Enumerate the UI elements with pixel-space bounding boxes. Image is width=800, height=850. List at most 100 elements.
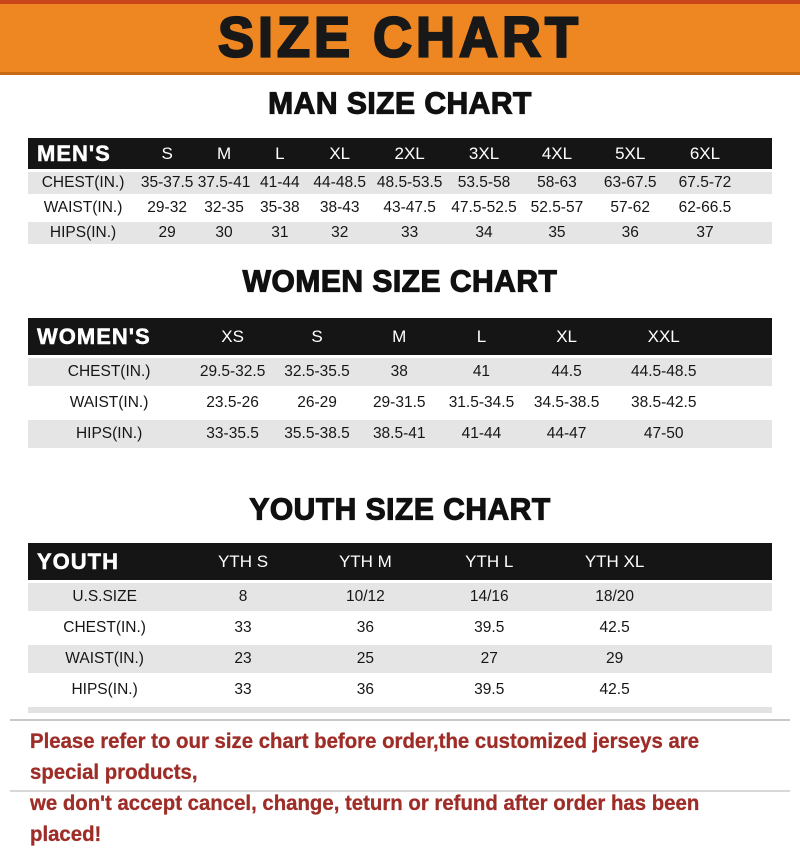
men-chart-title: MAN SIZE CHART bbox=[268, 86, 532, 121]
table-bottom-strip bbox=[28, 707, 772, 713]
size-header-row: MEN'S S M L XL 2XL 3XL 4XL 5XL 6XL bbox=[28, 138, 772, 169]
size-value: 30 bbox=[215, 224, 233, 241]
size-value: 36 bbox=[621, 224, 639, 241]
size-value: 41 bbox=[472, 363, 491, 380]
row-label: WAIST(IN.) bbox=[43, 199, 123, 216]
measurement-row: U.S.SIZE 8 10/12 14/16 18/20 bbox=[28, 583, 772, 611]
divider-line bbox=[10, 719, 790, 721]
size-value: 58-63 bbox=[537, 174, 577, 191]
size-value: 26-29 bbox=[297, 394, 337, 411]
filler-cell bbox=[742, 138, 772, 169]
size-value: 38 bbox=[390, 363, 408, 380]
measurement-row: HIPS(IN.) 29 30 31 32 33 34 35 36 37 bbox=[28, 222, 772, 244]
size-value: 29-31.5 bbox=[372, 394, 426, 411]
size-value: 23.5-26 bbox=[206, 394, 259, 411]
size-value: 36 bbox=[356, 619, 374, 636]
size-value: 37.5-41 bbox=[197, 174, 251, 191]
size-value: 44-47 bbox=[546, 425, 587, 442]
size-value: 32.5-35.5 bbox=[284, 363, 350, 380]
size-value: 33-35.5 bbox=[206, 425, 259, 442]
row-label: U.S.SIZE bbox=[72, 588, 137, 605]
filler-cell bbox=[718, 358, 772, 386]
size-column-header: XL bbox=[523, 318, 610, 355]
size-column-header: M bbox=[359, 318, 440, 355]
size-value: 10/12 bbox=[345, 588, 385, 605]
size-value: 52.5-57 bbox=[530, 199, 584, 216]
size-column-header: XL bbox=[307, 138, 372, 169]
row-label: WAIST(IN.) bbox=[65, 650, 144, 667]
women-size-table: WOMEN'S XS S M L XL XXL CHEST(IN.) 29.5-32.5 32.5… bbox=[28, 315, 772, 451]
size-value: 35 bbox=[548, 224, 566, 241]
size-value: 29 bbox=[605, 650, 624, 667]
size-value: 44-48.5 bbox=[313, 174, 366, 191]
size-value: 48.5-53.5 bbox=[376, 174, 443, 191]
size-value: 29-32 bbox=[147, 199, 187, 216]
size-value: 32-35 bbox=[204, 199, 244, 216]
size-column-header: 3XL bbox=[447, 138, 521, 169]
size-value: 34.5-38.5 bbox=[533, 394, 600, 411]
size-column-header: XS bbox=[190, 318, 275, 355]
size-value: 33 bbox=[401, 224, 419, 241]
size-value: 57-62 bbox=[610, 199, 651, 216]
size-value: 34 bbox=[475, 224, 493, 241]
row-label: HIPS(IN.) bbox=[75, 425, 143, 442]
size-value: 8 bbox=[238, 588, 248, 605]
size-column-header: YTH M bbox=[304, 543, 427, 580]
size-column-header: S bbox=[138, 138, 197, 169]
size-value: 33 bbox=[234, 681, 252, 698]
size-column-header: XXL bbox=[609, 318, 718, 355]
size-column-header: 4XL bbox=[520, 138, 594, 169]
size-column-header: M bbox=[196, 138, 252, 169]
size-value: 31.5-34.5 bbox=[448, 394, 515, 411]
size-value: 47-50 bbox=[643, 425, 684, 442]
size-column-header: 2XL bbox=[371, 138, 448, 169]
filler-cell bbox=[743, 197, 772, 219]
filler-cell bbox=[718, 420, 772, 448]
filler-cell bbox=[677, 676, 772, 704]
size-value: 36 bbox=[356, 681, 374, 698]
group-label: WOMEN'S bbox=[28, 318, 191, 355]
size-value: 63-67.5 bbox=[603, 174, 657, 191]
size-value: 38.5-42.5 bbox=[630, 394, 697, 411]
filler-cell bbox=[718, 389, 772, 417]
size-value: 27 bbox=[480, 650, 498, 667]
size-value: 53.5-58 bbox=[457, 174, 511, 191]
row-label: CHEST(IN.) bbox=[67, 363, 151, 380]
size-value: 25 bbox=[356, 650, 374, 667]
size-column-header: L bbox=[251, 138, 308, 169]
size-value: 41-44 bbox=[461, 425, 502, 442]
youth-size-section: YOUTH YTH S YTH M YTH L YTH XL U.S.SIZE 8 10/12… bbox=[28, 540, 772, 713]
size-header-row: WOMEN'S XS S M L XL XXL bbox=[28, 318, 772, 355]
filler-cell bbox=[743, 222, 772, 244]
measurement-row: HIPS(IN.) 33 36 39.5 42.5 bbox=[28, 676, 772, 704]
size-column-header: L bbox=[439, 318, 524, 355]
size-column-header: YTH L bbox=[426, 543, 553, 580]
size-chart-banner: SIZE CHART bbox=[0, 0, 800, 75]
row-label: HIPS(IN.) bbox=[71, 681, 138, 698]
size-value: 44.5-48.5 bbox=[630, 363, 697, 380]
size-value: 38.5-41 bbox=[372, 425, 426, 442]
banner-title: SIZE CHART bbox=[217, 6, 582, 70]
size-value: 35-38 bbox=[260, 199, 300, 216]
size-column-header: YTH XL bbox=[552, 543, 677, 580]
size-column-header: S bbox=[275, 318, 360, 355]
men-size-section: MEN'S S M L XL 2XL 3XL 4XL 5XL 6XL CHEST(IN.) 35-37… bbox=[28, 135, 772, 247]
size-value: 29.5-32.5 bbox=[199, 363, 266, 380]
filler-cell bbox=[677, 645, 772, 673]
size-value: 32 bbox=[331, 224, 349, 241]
size-value: 35.5-38.5 bbox=[284, 425, 350, 442]
measurement-row: CHEST(IN.) 29.5-32.5 32.5-35.5 38 41 44.5 44.5… bbox=[28, 358, 772, 386]
disclaimer-note: Please refer to our size chart before or… bbox=[30, 726, 758, 850]
size-value: 67.5-72 bbox=[678, 174, 732, 191]
size-column-header: 5XL bbox=[593, 138, 668, 169]
size-value: 18/20 bbox=[595, 588, 634, 605]
size-value: 31 bbox=[271, 224, 289, 241]
women-size-section: WOMEN'S XS S M L XL XXL CHEST(IN.) 29.5-32.5 32.5… bbox=[28, 315, 772, 451]
size-value: 37 bbox=[696, 224, 714, 241]
divider-line bbox=[10, 790, 790, 792]
size-value: 38-43 bbox=[319, 199, 360, 216]
measurement-row: WAIST(IN.) 23.5-26 26-29 29-31.5 31.5-34.5 34… bbox=[28, 389, 772, 417]
size-value: 33 bbox=[234, 619, 252, 636]
size-value: 47.5-52.5 bbox=[451, 199, 517, 216]
measurement-row: CHEST(IN.) 35-37.5 37.5-41 41-44 44-48.5 48.5… bbox=[28, 172, 772, 194]
